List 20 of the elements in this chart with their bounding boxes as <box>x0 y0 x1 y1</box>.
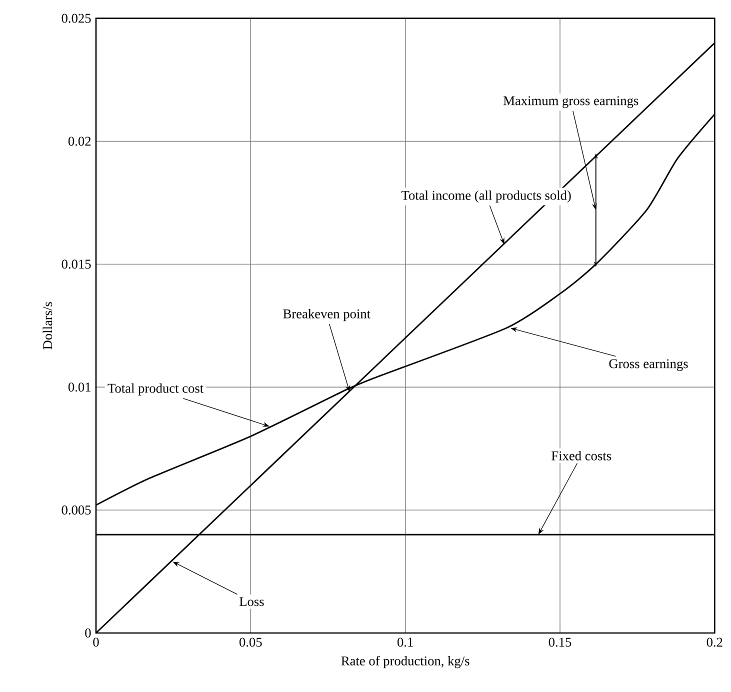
annotation: Loss <box>240 597 264 606</box>
x-tick-label: 0.1 <box>398 638 413 647</box>
annotation: Total product cost <box>108 383 204 396</box>
y-tick-label: 0.015 <box>62 260 91 269</box>
annotation: Maximum gross earnings <box>503 96 638 108</box>
y-axis-title: Dollars/s <box>42 302 52 350</box>
y-tick-label: 0.025 <box>62 14 91 23</box>
y-tick-label: 0.005 <box>62 506 91 515</box>
annotation: Total income (all products sold) <box>402 190 571 203</box>
y-tick-label: 0.02 <box>68 136 91 146</box>
annotation: Gross earnings <box>609 359 688 371</box>
x-tick-label: 0.2 <box>706 638 722 647</box>
y-tick-label: 0.01 <box>68 382 90 392</box>
x-tick-label: 0.05 <box>240 638 262 647</box>
y-tick-label: 0 <box>85 628 91 638</box>
x-tick-label: 0 <box>93 638 99 647</box>
annotation: Breakeven point <box>283 308 370 322</box>
annotation: Fixed costs <box>552 450 612 460</box>
x-axis-title: Rate of production, kg/s <box>341 656 470 668</box>
x-tick-label: 0.15 <box>548 638 572 647</box>
